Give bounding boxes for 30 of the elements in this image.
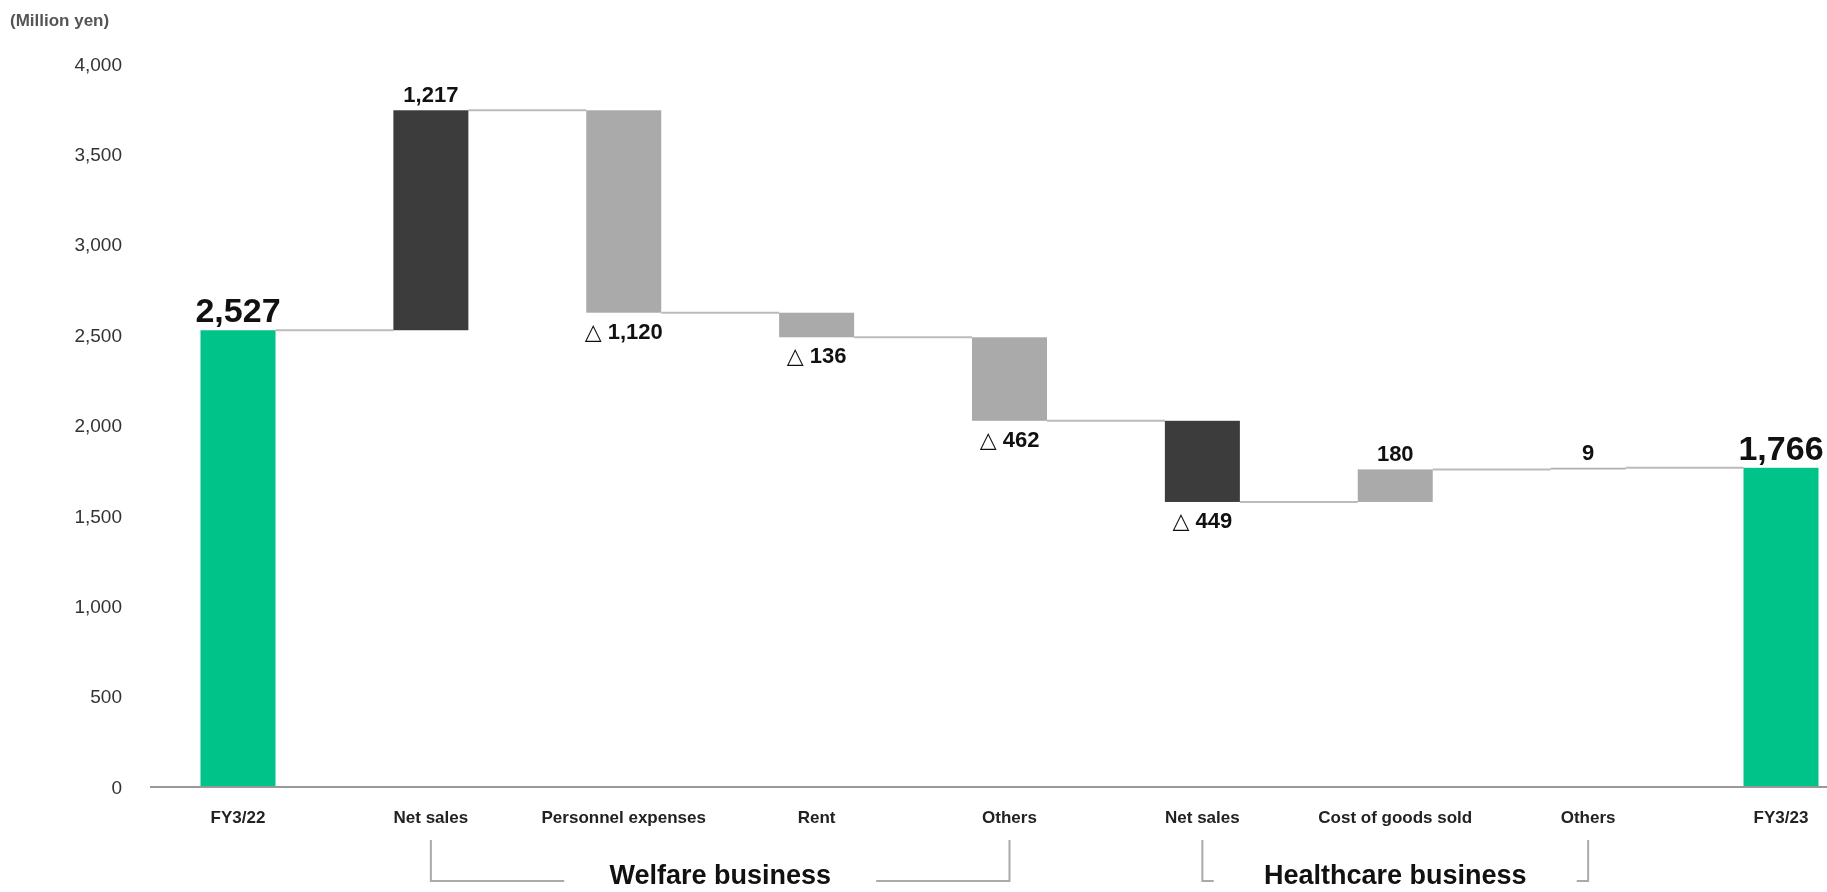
data-label: △ 1,120 — [584, 318, 663, 344]
text: Healthcare business — [1263, 860, 1527, 890]
data-label: 1,766 — [1738, 428, 1824, 467]
x-tick-label: Others — [982, 808, 1037, 827]
data-label: 180 — [1376, 441, 1414, 467]
x-tick-label: FY3/22 — [210, 808, 266, 827]
data-label: 9 — [1582, 439, 1595, 465]
y-tick-label: 4,000 — [74, 53, 122, 75]
y-tick-label: 3,000 — [74, 234, 122, 256]
y-tick-label: 500 — [90, 686, 122, 708]
x-tick-label: Rent — [797, 808, 836, 827]
y-tick-label: 2,500 — [74, 324, 122, 346]
x-tick-label: Net sales — [1165, 808, 1240, 827]
y-tick-label: 1,000 — [74, 595, 122, 617]
x-tick-label: Others — [1560, 808, 1616, 827]
y-tick-label: 1,500 — [74, 505, 122, 527]
text: Welfare business — [609, 860, 831, 890]
y-tick-label: 0 — [111, 776, 122, 798]
data-label: 2,527 — [195, 291, 281, 330]
y-tick-label: 2,000 — [74, 415, 122, 437]
data-label: △ 449 — [1172, 507, 1233, 533]
y-axis-title: (Million yen) — [10, 11, 110, 30]
data-label: 1,217 — [403, 82, 459, 108]
x-tick-label: FY3/23 — [1753, 808, 1809, 827]
x-tick-label: Personnel expenses — [541, 808, 706, 827]
x-tick-label: Cost of goods sold — [1318, 808, 1473, 827]
data-label: △ 462 — [979, 426, 1040, 452]
y-tick-label: 3,500 — [74, 144, 122, 166]
data-label: △ 136 — [786, 343, 847, 369]
x-tick-label: Net sales — [393, 808, 469, 827]
